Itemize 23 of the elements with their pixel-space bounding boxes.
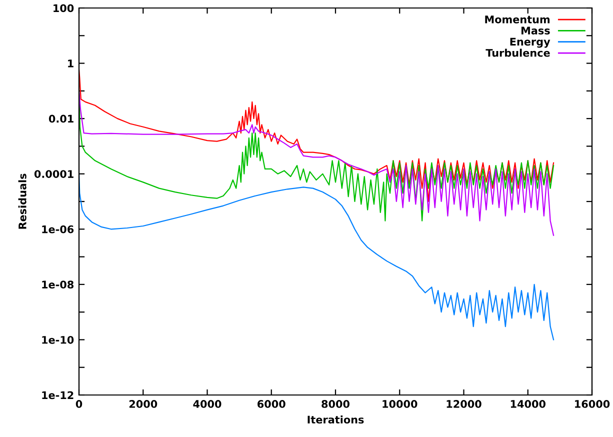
x-tick-label: 0 bbox=[76, 400, 82, 408]
x-tick-label: 12000 bbox=[446, 400, 482, 408]
x-tick-label: 6000 bbox=[258, 400, 286, 408]
legend-label: Mass bbox=[521, 26, 550, 34]
x-tick-label: 10000 bbox=[382, 400, 418, 408]
y-tick-label: 0.0001 bbox=[34, 170, 74, 178]
y-tick-label: 1e-06 bbox=[42, 225, 74, 234]
y-axis-title: Residuals bbox=[18, 174, 26, 229]
legend-label: Turbulence bbox=[486, 48, 550, 57]
y-tick-label: 1 bbox=[68, 60, 74, 68]
legend-label: Momentum bbox=[485, 16, 550, 24]
x-axis-title: Iterations bbox=[308, 416, 364, 424]
x-tick-label: 8000 bbox=[322, 400, 350, 408]
x-tick-label: 14000 bbox=[510, 400, 546, 408]
y-tick-label: 1e-10 bbox=[42, 336, 74, 344]
legend-label: Energy bbox=[510, 38, 550, 48]
y-tick-label: 100 bbox=[54, 4, 74, 12]
y-tick-label: 1e-08 bbox=[42, 280, 74, 289]
x-tick-label: 4000 bbox=[193, 400, 222, 408]
y-tick-label: 1e-12 bbox=[42, 391, 74, 400]
y-tick-label: 0.01 bbox=[48, 114, 74, 123]
x-tick-label: 16000 bbox=[575, 400, 610, 408]
x-tick-label: 2000 bbox=[129, 400, 158, 408]
